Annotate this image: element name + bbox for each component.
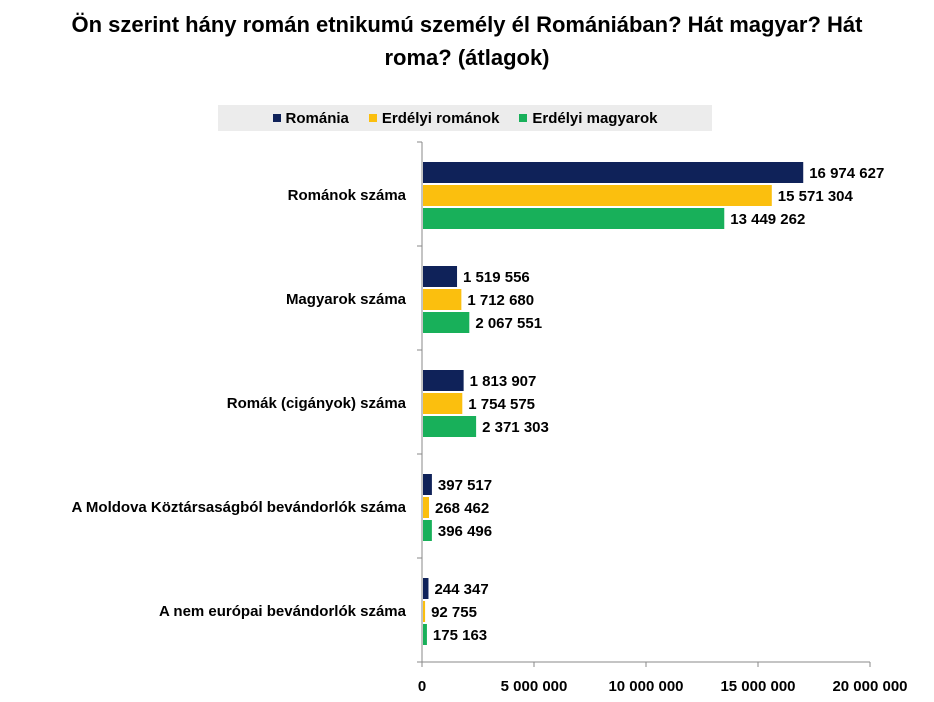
chart-title: Ön szerint hány román etnikumú személy é… <box>0 8 934 74</box>
legend-item-romania: Románia <box>272 109 349 127</box>
bar <box>423 208 725 229</box>
chart-title-line-1: Ön szerint hány román etnikumú személy é… <box>71 12 863 37</box>
data-label: 92 755 <box>431 604 477 621</box>
data-label: 1 712 680 <box>467 292 534 309</box>
data-label: 1 519 556 <box>463 269 530 286</box>
data-label: 1 754 575 <box>468 396 535 413</box>
data-label: 1 813 907 <box>470 373 537 390</box>
data-label: 244 347 <box>434 581 488 598</box>
bar <box>423 289 462 310</box>
bar <box>423 497 430 518</box>
x-tick-label: 5 000 000 <box>501 678 568 695</box>
category-label: A Moldova Köztársaságból bevándorlók szá… <box>71 499 406 516</box>
bar <box>423 520 432 541</box>
category-label: Románok száma <box>288 187 407 204</box>
data-label: 268 462 <box>435 500 489 517</box>
chart-title-line-2: roma? (átlagok) <box>384 45 550 70</box>
data-label: 16 974 627 <box>809 165 884 182</box>
legend-item-erdelyi-romanok: Erdélyi románok <box>368 109 500 127</box>
bar <box>423 266 458 287</box>
bar <box>423 601 426 622</box>
bar <box>423 370 464 391</box>
x-tick-label: 20 000 000 <box>832 678 907 695</box>
data-label: 15 571 304 <box>778 188 854 205</box>
bar <box>423 578 429 599</box>
bar <box>423 162 804 183</box>
x-tick-label: 10 000 000 <box>608 678 683 695</box>
data-label: 2 067 551 <box>475 315 542 332</box>
bar <box>423 474 432 495</box>
x-tick-label: 15 000 000 <box>720 678 795 695</box>
x-tick-label: 0 <box>418 678 426 695</box>
legend-item-erdelyi-magyarok: Erdélyi magyarok <box>519 110 657 127</box>
category-label: A nem európai bevándorlók száma <box>159 603 407 620</box>
legend-swatch-erdelyi-romanok <box>368 114 377 122</box>
legend-swatch-romania <box>272 114 281 122</box>
category-label: Magyarok száma <box>286 291 407 308</box>
legend: Románia Erdélyi románok Erdélyi magyarok <box>218 105 712 131</box>
data-label: 13 449 262 <box>730 211 805 228</box>
bar <box>423 185 772 206</box>
data-label: 175 163 <box>433 627 487 644</box>
bar <box>423 393 463 414</box>
data-label: 397 517 <box>438 477 492 494</box>
data-label: 396 496 <box>438 523 492 540</box>
bar <box>423 312 470 333</box>
bar <box>423 624 427 645</box>
bar <box>423 416 477 437</box>
legend-label-erdelyi-magyarok: Erdélyi magyarok <box>532 109 658 127</box>
category-label: Romák (cigányok) száma <box>227 395 407 412</box>
legend-swatch-erdelyi-magyarok <box>519 114 528 122</box>
legend-label-romania: Románia <box>285 109 349 127</box>
data-label: 2 371 303 <box>482 419 549 436</box>
legend-label-erdelyi-romanok: Erdélyi románok <box>381 109 500 127</box>
